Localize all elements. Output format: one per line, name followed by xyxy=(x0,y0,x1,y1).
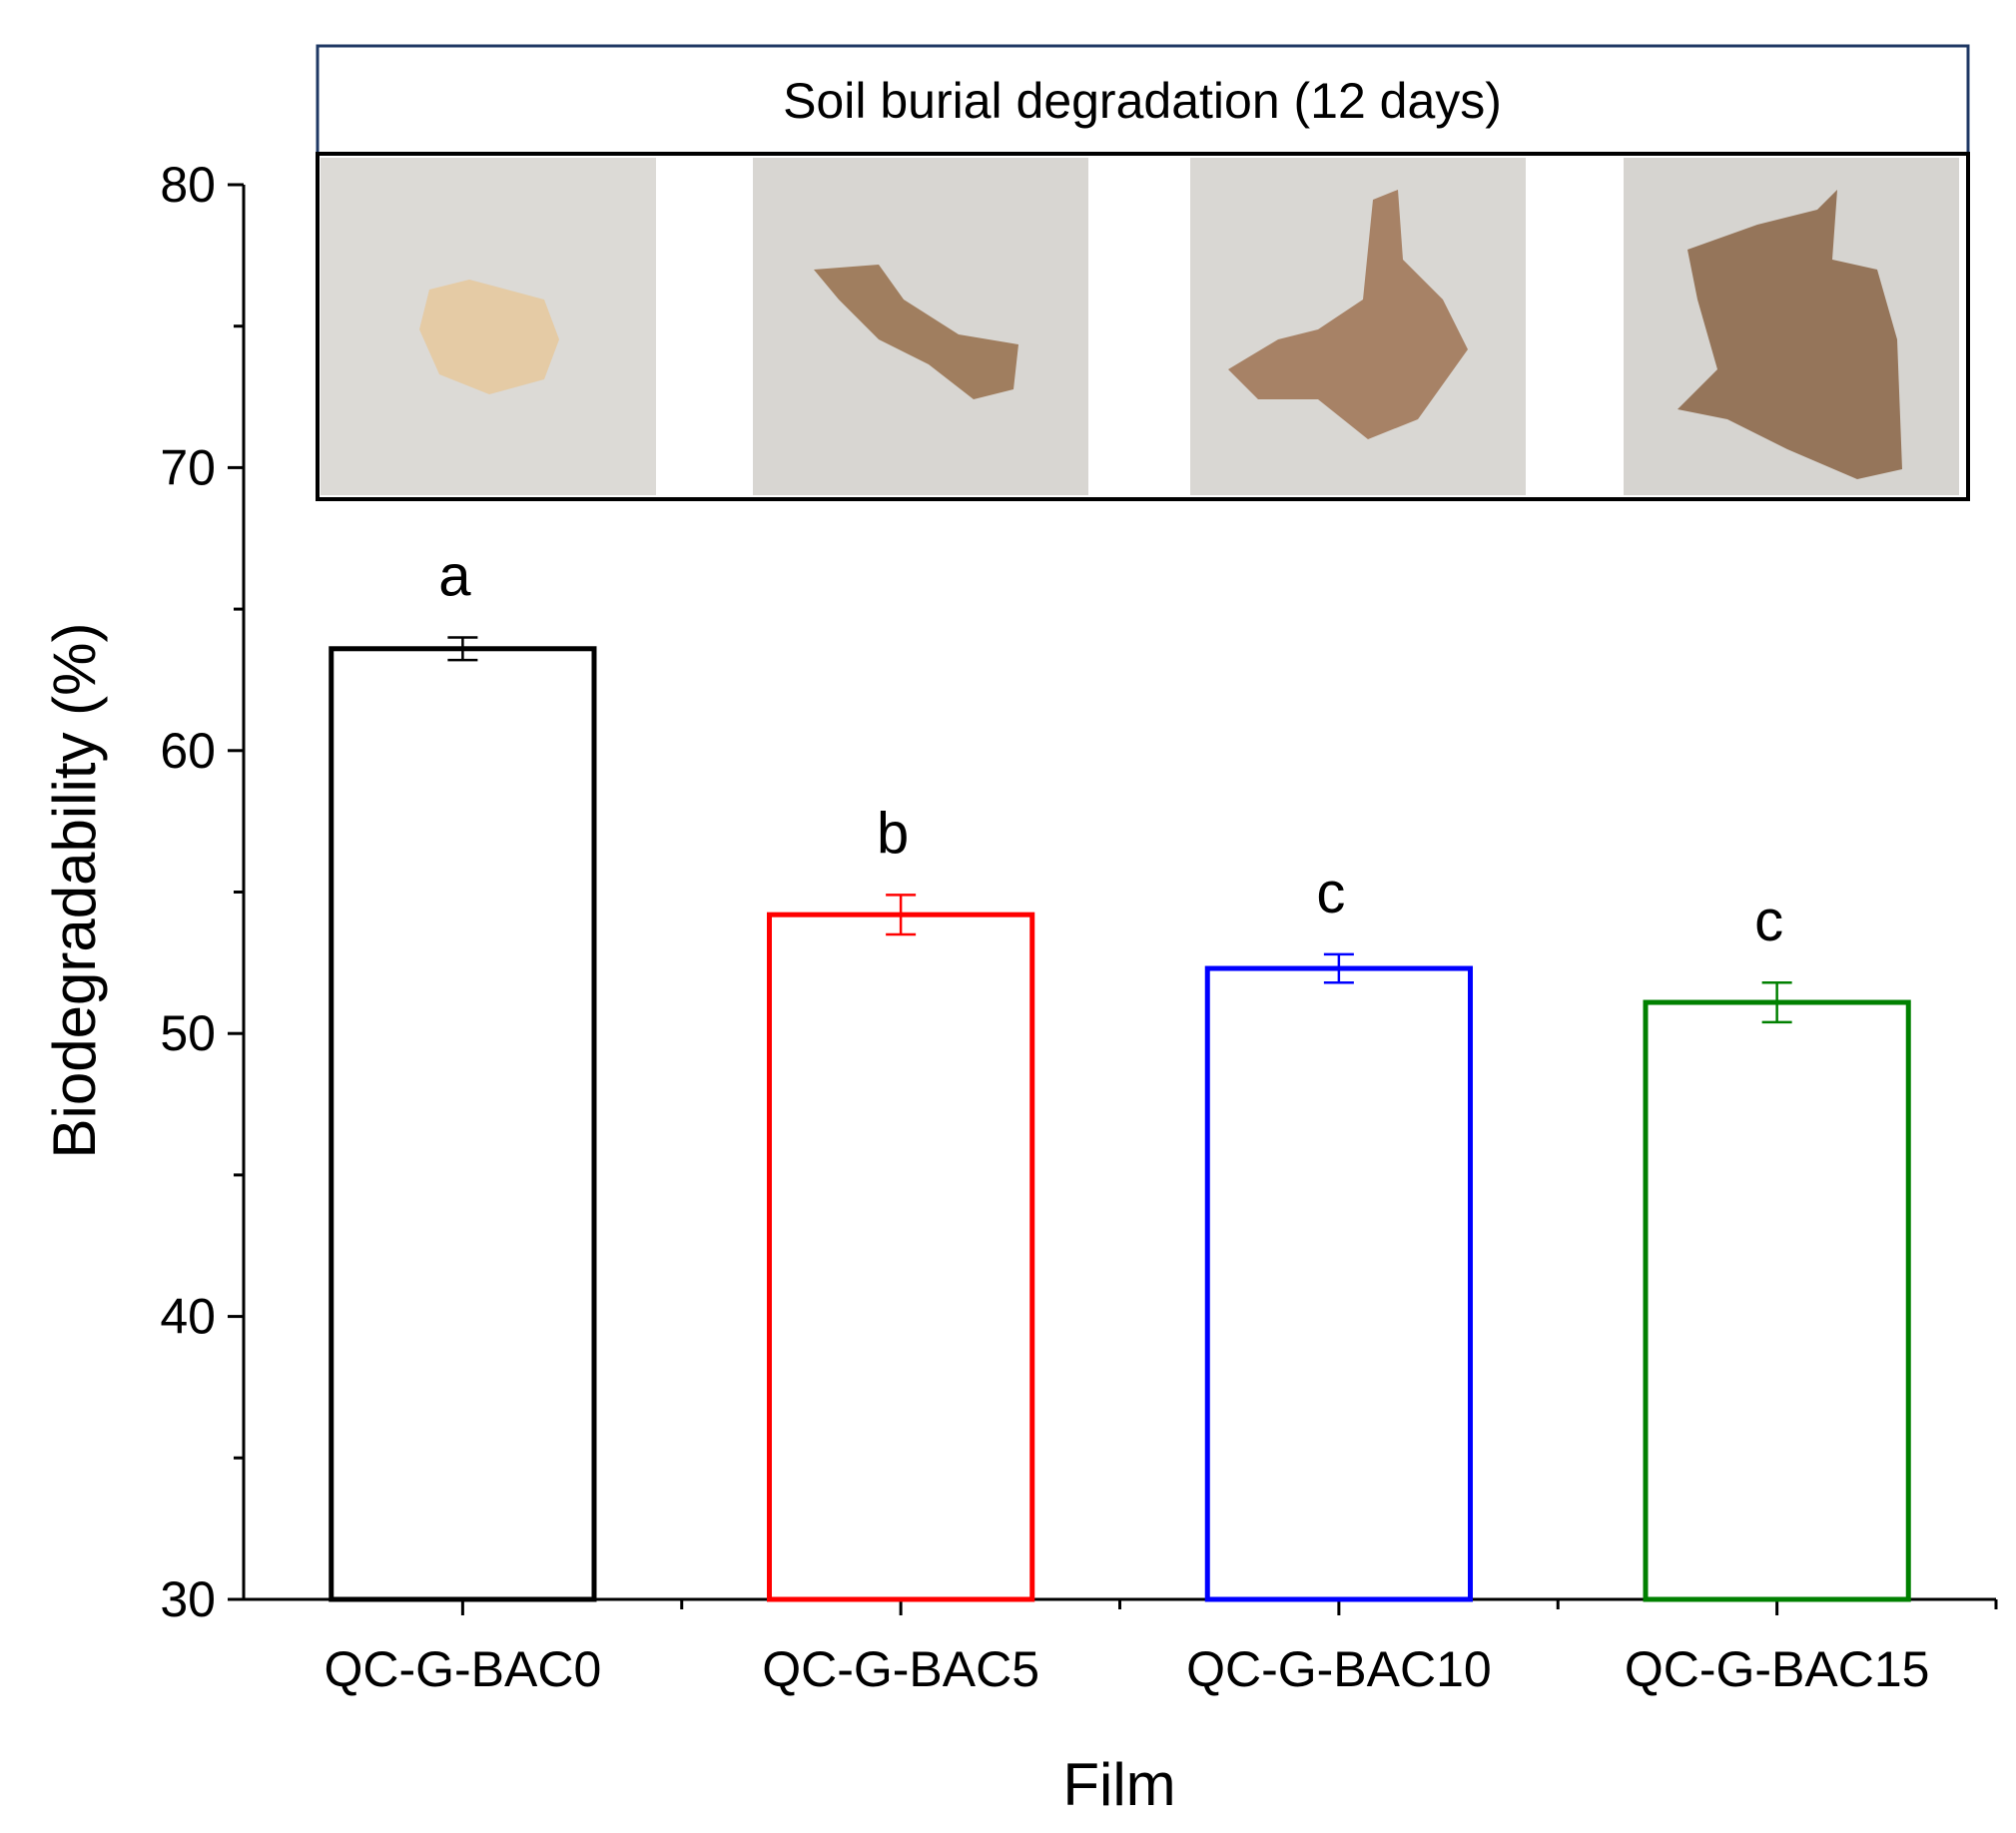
x-tick-label: QC-G-BAC5 xyxy=(762,1641,1039,1697)
bar-qc-g-bac10 xyxy=(1204,965,1473,1602)
y-axis-ticks: 30 40 50 60 70 80 xyxy=(160,157,244,1627)
bar-qc-g-bac15 xyxy=(1643,999,1911,1602)
error-bar xyxy=(1761,980,1792,1024)
x-axis-ticks: QC-G-BAC0 QC-G-BAC5 QC-G-BAC10 QC-G-BAC15 xyxy=(324,1599,1998,1697)
significance-label: c xyxy=(1316,861,1345,925)
x-tick-label: QC-G-BAC0 xyxy=(324,1641,601,1697)
film-fragment xyxy=(1228,190,1468,439)
error-bars-group xyxy=(447,636,1792,1024)
film-fragment xyxy=(1678,190,1902,479)
bar-qc-g-bac5 xyxy=(767,912,1035,1602)
significance-label: a xyxy=(438,543,471,608)
y-tick-label: 40 xyxy=(160,1289,216,1345)
y-axis-title: Biodegradability (%) xyxy=(41,623,108,1159)
x-tick-label: QC-G-BAC15 xyxy=(1625,1641,1930,1697)
inset-photos xyxy=(321,158,1959,495)
significance-label: b xyxy=(877,801,909,866)
x-axis-title: Film xyxy=(1062,1751,1175,1818)
film-fragment xyxy=(419,280,559,394)
y-tick-label: 80 xyxy=(160,157,216,213)
error-bar xyxy=(447,636,478,662)
y-tick-label: 70 xyxy=(160,439,216,495)
significance-label: c xyxy=(1754,889,1783,953)
inset-title: Soil burial degradation (12 days) xyxy=(783,73,1502,129)
inset-title-box xyxy=(316,44,1970,156)
film-fragment xyxy=(814,265,1018,399)
significance-labels-group: a b c c xyxy=(438,543,1783,953)
inset-panel: Soil burial degradation (12 days) xyxy=(316,44,1970,501)
y-tick-label: 60 xyxy=(160,723,216,779)
error-bar xyxy=(1323,952,1354,984)
y-tick-label: 50 xyxy=(160,1005,216,1061)
bars-group xyxy=(329,646,1911,1602)
error-bar xyxy=(886,894,917,936)
y-tick-label: 30 xyxy=(160,1571,216,1627)
x-tick-label: QC-G-BAC10 xyxy=(1186,1641,1492,1697)
bar-qc-g-bac0 xyxy=(329,646,597,1602)
